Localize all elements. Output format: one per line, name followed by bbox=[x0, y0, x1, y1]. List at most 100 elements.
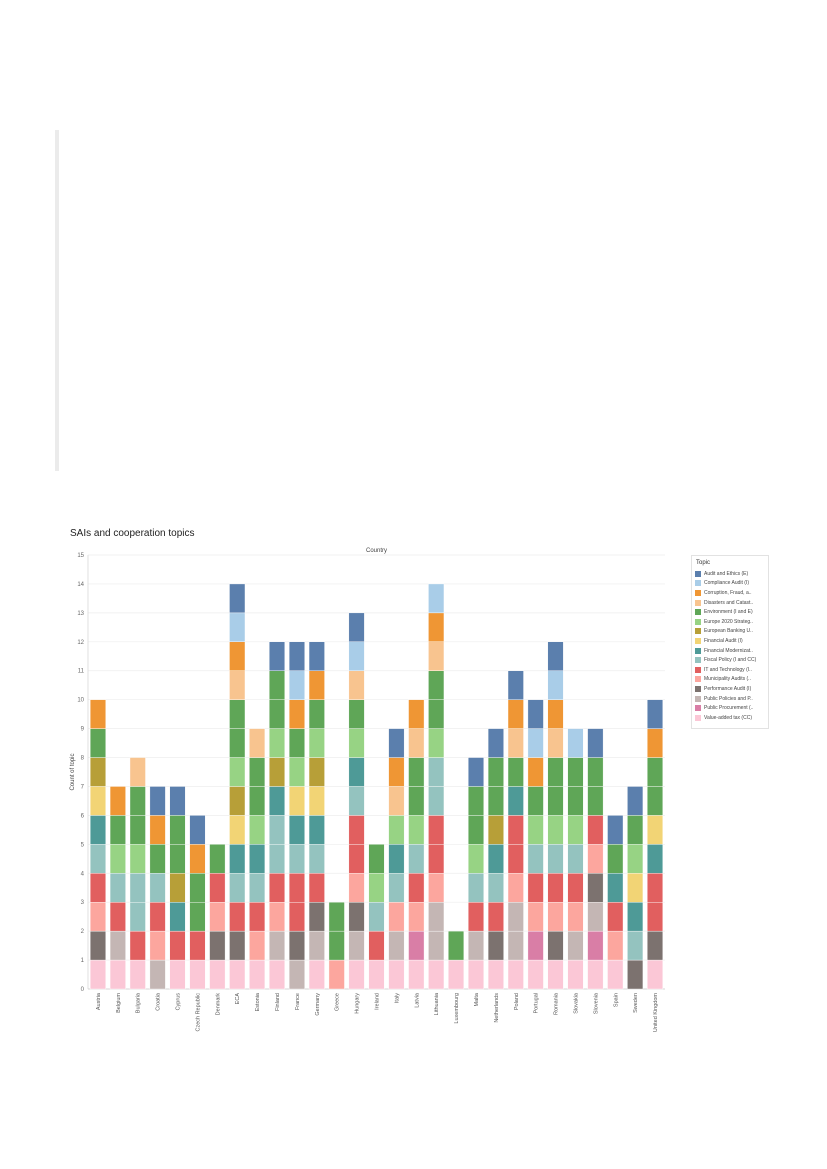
top-axis-label: Country bbox=[366, 548, 387, 554]
bar-segment bbox=[308, 757, 325, 787]
legend-item: Financial Audit (I) bbox=[695, 636, 765, 646]
bar-segment bbox=[448, 930, 465, 961]
bar-segment bbox=[487, 757, 504, 787]
legend-label: Financial Modernizat.. bbox=[704, 647, 753, 654]
bar-segment bbox=[229, 959, 246, 990]
x-tick-label: Slovakia bbox=[573, 992, 579, 1014]
bar-segment bbox=[507, 959, 524, 990]
bar-segment bbox=[348, 641, 365, 671]
y-tick-label: 3 bbox=[81, 900, 85, 906]
bar-segment bbox=[428, 902, 445, 932]
bar-segment bbox=[547, 786, 564, 816]
x-tick-label: Greece bbox=[335, 993, 341, 1011]
x-tick-label: Luxembourg bbox=[454, 993, 460, 1024]
bar-segment bbox=[249, 728, 266, 758]
legend-label: Public Policies and P.. bbox=[704, 695, 753, 702]
legend-item: Value-added tax (CC) bbox=[695, 713, 765, 723]
y-tick-label: 11 bbox=[78, 669, 85, 675]
bar-segment bbox=[288, 670, 305, 700]
bar-segment bbox=[308, 959, 325, 990]
x-tick-label: Denmark bbox=[215, 993, 221, 1016]
bar-segment bbox=[627, 959, 644, 990]
bar-segment bbox=[587, 930, 604, 961]
bar-segment bbox=[229, 612, 246, 642]
bar-segment bbox=[468, 844, 484, 874]
bar-segment bbox=[169, 902, 186, 932]
bar-segment bbox=[547, 873, 564, 903]
legend-label: IT and Technology (I.. bbox=[704, 666, 752, 673]
bar-segment bbox=[149, 815, 166, 845]
bar-segment bbox=[468, 902, 484, 932]
y-tick-label: 8 bbox=[81, 756, 85, 762]
legend-label: Municipality Audits (.. bbox=[704, 676, 751, 683]
bar-segment bbox=[288, 844, 305, 874]
bar-segment bbox=[627, 844, 644, 874]
bar-segment bbox=[567, 757, 584, 787]
bar-segment bbox=[308, 786, 325, 816]
legend-swatch bbox=[695, 570, 701, 577]
legend-item: Financial Modernizat.. bbox=[695, 646, 765, 656]
bar-segment bbox=[388, 815, 405, 845]
bar-segment bbox=[408, 902, 425, 932]
bar-segment bbox=[348, 612, 365, 642]
bar-segment bbox=[408, 815, 425, 845]
bar-segment bbox=[547, 757, 564, 787]
legend-item: Public Procurement (.. bbox=[695, 703, 765, 713]
bar-segment bbox=[428, 757, 445, 787]
bar-segment bbox=[487, 728, 504, 758]
bar-segment bbox=[607, 873, 624, 903]
bar-segment bbox=[308, 815, 325, 845]
bar-segment bbox=[428, 786, 445, 816]
y-tick-label: 2 bbox=[81, 929, 85, 935]
bar-segment bbox=[89, 902, 106, 932]
bar-segment bbox=[308, 844, 325, 874]
bar-segment bbox=[507, 786, 524, 816]
bar-segment bbox=[468, 786, 484, 816]
bar-segment bbox=[288, 757, 305, 787]
bar-segment bbox=[587, 844, 604, 874]
bar-segment bbox=[249, 815, 266, 845]
y-tick-label: 9 bbox=[81, 727, 85, 733]
bar-segment bbox=[229, 583, 246, 614]
bar-segment bbox=[269, 728, 285, 758]
bar-segment bbox=[487, 873, 504, 903]
y-tick-label: 7 bbox=[81, 784, 85, 790]
bar-segment bbox=[89, 786, 106, 816]
bar-segment bbox=[269, 959, 285, 990]
bar-segment bbox=[189, 959, 206, 990]
bar-segment bbox=[348, 699, 365, 729]
bar-segment bbox=[229, 757, 246, 787]
bar-segment bbox=[229, 902, 246, 932]
bar-segment bbox=[487, 930, 504, 961]
bar-segment bbox=[229, 815, 246, 845]
x-tick-label: Belgium bbox=[116, 993, 122, 1013]
bar-segment bbox=[368, 844, 385, 874]
bar-segment bbox=[527, 873, 544, 903]
bar-segment bbox=[408, 930, 425, 961]
x-tick-label: France bbox=[295, 993, 301, 1010]
bar-segment bbox=[89, 873, 106, 903]
bar-segment bbox=[129, 815, 146, 845]
bar-segment bbox=[527, 786, 544, 816]
legend-swatch bbox=[695, 637, 701, 644]
bar-segment bbox=[308, 902, 325, 932]
bar-segment bbox=[288, 873, 305, 903]
x-tick-label: Lithuania bbox=[434, 992, 440, 1015]
legend-label: Corruption, Fraud, a.. bbox=[704, 589, 752, 596]
x-tick-label: Germany bbox=[315, 993, 321, 1016]
bar-segment bbox=[647, 728, 664, 758]
bar-segment bbox=[308, 930, 325, 961]
bar-segment bbox=[388, 786, 405, 816]
legend-label: Fiscal Policy (I and CC) bbox=[704, 657, 757, 664]
bar-segment bbox=[587, 902, 604, 932]
bar-segment bbox=[169, 844, 186, 874]
bar-segment bbox=[269, 815, 285, 845]
legend-label: Performance Audit (I) bbox=[704, 685, 752, 692]
bar-segment bbox=[487, 815, 504, 845]
y-tick-label: 12 bbox=[77, 640, 84, 646]
legend-item: Disasters and Catast.. bbox=[695, 598, 765, 608]
x-tick-label: United Kingdom bbox=[653, 993, 659, 1033]
bar-segment bbox=[428, 612, 445, 642]
bar-segment bbox=[109, 902, 126, 932]
x-tick-label: ECA bbox=[235, 993, 241, 1005]
